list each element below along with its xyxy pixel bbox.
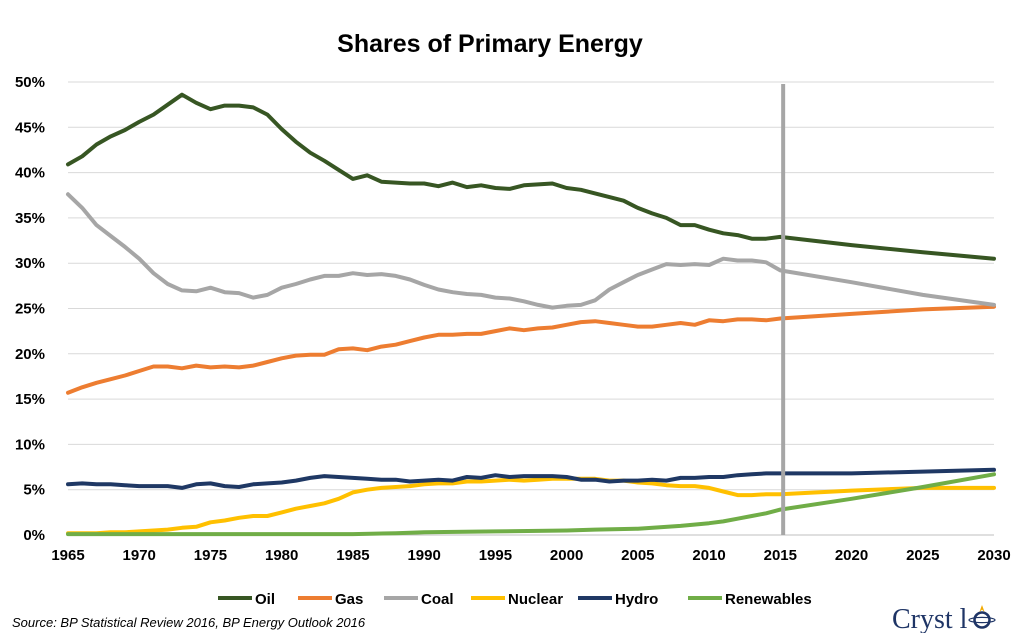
x-tick-label: 1990 [407, 547, 440, 564]
x-tick-label: 2030 [977, 547, 1010, 564]
y-tick-label: 35% [15, 210, 45, 227]
chart-title: Shares of Primary Energy [337, 30, 643, 58]
y-tick-label: 5% [23, 482, 45, 499]
x-tick-label: 1965 [51, 547, 84, 564]
y-axis-ticks: 0% 5% 10% 15% 20% 25% 30% 35% 40% 45% 50% [15, 74, 45, 544]
crystol-logo: Cryst l [892, 604, 996, 633]
series-line-coal [66, 192, 996, 310]
y-tick-label: 45% [15, 119, 45, 136]
logo-globe-icon [973, 611, 991, 629]
logo-flame-icon [979, 605, 985, 612]
x-tick-label: 1975 [194, 547, 227, 564]
legend-label-hydro: Hydro [615, 591, 658, 608]
x-tick-label: 2015 [764, 547, 797, 564]
x-tick-label: 2000 [550, 547, 583, 564]
x-tick-label: 2010 [692, 547, 725, 564]
x-axis-ticks: 1965 1970 1975 1980 1985 1990 1995 2000 2005 2010… [51, 547, 1010, 564]
logo-text: Cryst l [892, 604, 968, 633]
y-tick-label: 40% [15, 165, 45, 182]
series-line-oil [66, 92, 996, 261]
legend: Oil Gas Coal Nuclear Hydro Renewables [218, 591, 812, 608]
y-tick-label: 25% [15, 301, 45, 318]
legend-label-nuclear: Nuclear [508, 591, 563, 608]
series-line-nuclear [66, 476, 996, 536]
gridlines [68, 81, 994, 536]
legend-label-gas: Gas [335, 591, 363, 608]
legend-label-coal: Coal [421, 591, 454, 608]
x-tick-label: 2025 [906, 547, 939, 564]
y-tick-label: 30% [15, 255, 45, 272]
x-tick-label: 2020 [835, 547, 868, 564]
legend-label-oil: Oil [255, 591, 275, 608]
y-tick-label: 10% [15, 436, 45, 453]
series-line-renewables [66, 472, 996, 537]
series-lines [66, 92, 996, 537]
series-line-hydro [66, 467, 996, 490]
y-tick-label: 50% [15, 74, 45, 91]
y-tick-label: 0% [23, 527, 45, 544]
series-line-gas [66, 304, 996, 395]
legend-label-renewables: Renewables [725, 591, 812, 608]
x-tick-label: 1995 [479, 547, 512, 564]
x-tick-label: 1980 [265, 547, 298, 564]
x-tick-label: 2005 [621, 547, 654, 564]
source-note: Source: BP Statistical Review 2016, BP E… [12, 615, 366, 630]
y-tick-label: 20% [15, 346, 45, 363]
x-tick-label: 1985 [336, 547, 369, 564]
logo-orbit-icon [968, 616, 996, 624]
x-tick-label: 1970 [123, 547, 156, 564]
y-tick-label: 15% [15, 391, 45, 408]
